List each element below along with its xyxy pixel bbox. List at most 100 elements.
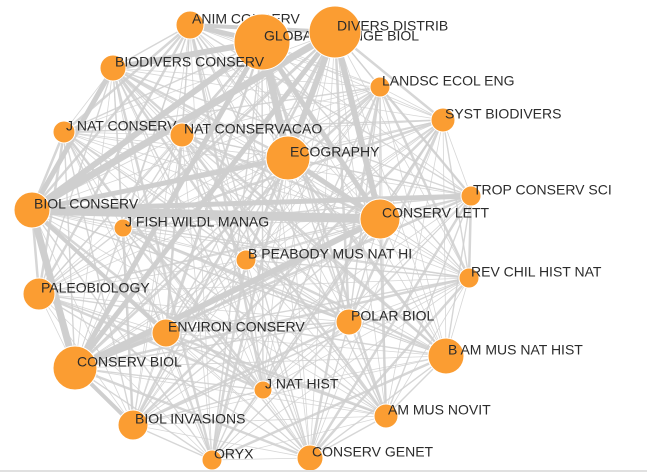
edge (211, 218, 381, 461)
edge (122, 195, 472, 229)
edge (262, 321, 350, 391)
edge (211, 389, 264, 461)
edge (30, 208, 265, 392)
edge (31, 209, 387, 417)
node[interactable] (169, 122, 195, 148)
edge (122, 227, 247, 261)
node[interactable] (427, 337, 465, 375)
node-label: BIOL CONSERV (34, 196, 139, 212)
edge (165, 86, 381, 334)
edge (29, 193, 474, 213)
node[interactable] (308, 5, 362, 59)
node-label: POLAR BIOL (351, 308, 434, 324)
node-label: ECOGRAPHY (290, 144, 380, 160)
edge (287, 157, 472, 197)
edge (63, 131, 213, 461)
node[interactable] (235, 249, 257, 271)
node[interactable] (113, 218, 133, 238)
edge (121, 226, 135, 427)
node-label: B PEABODY MUS NAT HI (248, 246, 412, 262)
node-label: NAT CONSERVACAO (184, 121, 322, 137)
edge (262, 355, 447, 391)
edge (27, 205, 385, 224)
edge (332, 29, 383, 222)
edge (181, 134, 213, 461)
node[interactable] (151, 318, 181, 348)
edge (245, 259, 350, 323)
edge (165, 332, 264, 391)
edge (63, 131, 387, 417)
node-label: CONSERV BIOL (77, 354, 182, 370)
edge (262, 389, 387, 417)
edge (73, 194, 473, 370)
edge (132, 41, 263, 426)
edge (348, 321, 387, 417)
node-label: CONSERV LETT (382, 205, 490, 221)
node-label: BIODIVERS CONSERV (115, 54, 265, 70)
edge (112, 24, 191, 69)
node[interactable] (13, 191, 51, 229)
edge (385, 277, 470, 417)
edge (211, 457, 311, 461)
node[interactable] (430, 107, 456, 133)
edge (74, 67, 114, 369)
edge (63, 131, 76, 369)
node-label: BIOL INVASIONS (135, 411, 245, 427)
node[interactable] (52, 120, 76, 144)
node[interactable] (265, 135, 311, 181)
node[interactable] (369, 76, 391, 98)
edge (211, 321, 350, 461)
node[interactable] (253, 380, 273, 400)
edge (28, 28, 339, 214)
edge (262, 389, 311, 459)
edge (378, 85, 473, 198)
node-label: LANDSC ECOL ENG (382, 73, 515, 89)
edge (309, 415, 387, 459)
node-label: J NAT HIST (265, 376, 339, 392)
edge (245, 218, 381, 261)
edge (286, 156, 448, 358)
node[interactable] (458, 267, 480, 289)
edge (181, 119, 444, 136)
node[interactable] (175, 10, 205, 40)
edge (211, 277, 470, 461)
edge (132, 355, 447, 426)
edge (378, 85, 471, 280)
edge (74, 355, 447, 369)
edge (29, 155, 291, 213)
edge (122, 227, 447, 357)
node-label: J FISH WILDL MANAG (125, 214, 269, 230)
node[interactable] (22, 277, 56, 311)
edge (112, 67, 387, 417)
edge (31, 209, 134, 426)
node[interactable] (233, 13, 291, 71)
edge (262, 277, 470, 391)
edge (385, 119, 444, 417)
edge (308, 85, 382, 460)
edge (309, 321, 350, 459)
node[interactable] (359, 198, 401, 240)
node-label: ORYX (214, 446, 254, 462)
node[interactable] (460, 185, 482, 207)
edge (74, 321, 350, 369)
edge (73, 366, 312, 460)
node[interactable] (117, 409, 149, 441)
edge (211, 415, 387, 461)
edge (112, 67, 444, 121)
edge (165, 321, 350, 334)
node[interactable] (335, 308, 363, 336)
edge (165, 119, 444, 334)
node[interactable] (52, 345, 98, 391)
edge (74, 134, 183, 369)
edge (30, 23, 192, 212)
edge (38, 218, 381, 295)
edge (132, 332, 167, 426)
edge (31, 209, 470, 279)
edge (308, 194, 473, 460)
edge (37, 292, 265, 392)
node[interactable] (373, 403, 399, 429)
node[interactable] (99, 54, 127, 82)
node-label: CONSERV GENET (312, 444, 434, 460)
node-label: SYST BIODIVERS (445, 106, 561, 122)
